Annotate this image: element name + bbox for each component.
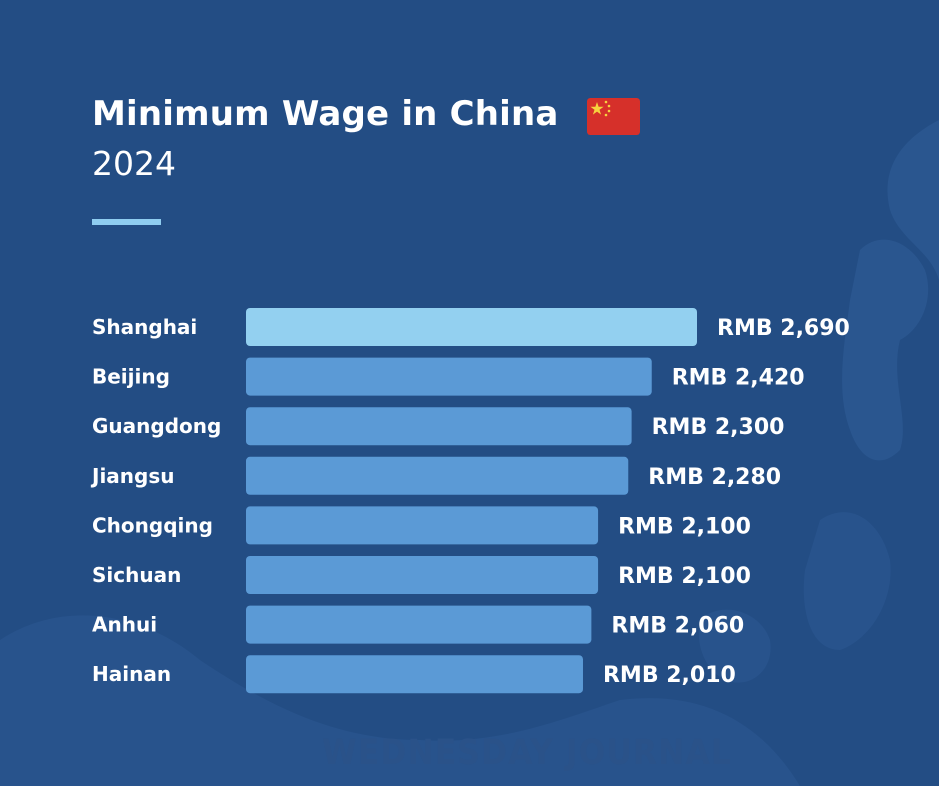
chart-subtitle: 2024 xyxy=(92,144,176,183)
china-flag-icon xyxy=(587,98,640,135)
value-label: RMB 2,100 xyxy=(618,564,751,589)
bar-jiangsu xyxy=(246,456,629,495)
chart-title: Minimum Wage in China xyxy=(92,94,559,134)
category-label: Shanghai xyxy=(92,315,197,339)
watermark-logo: WEDNESDAY JOURNAL xyxy=(322,733,732,773)
value-label: RMB 2,300 xyxy=(652,415,785,440)
bar-anhui xyxy=(246,605,592,644)
value-label: RMB 2,690 xyxy=(717,316,850,341)
category-label: Sichuan xyxy=(92,563,181,587)
value-label: RMB 2,420 xyxy=(672,366,805,391)
bar-sichuan xyxy=(246,556,599,594)
category-label: Beijing xyxy=(92,365,170,389)
bar-beijing xyxy=(246,357,652,396)
value-label: RMB 2,060 xyxy=(611,614,744,639)
bar-guangdong xyxy=(246,407,632,446)
value-label: RMB 2,010 xyxy=(603,663,736,688)
category-label: Jiangsu xyxy=(90,464,175,488)
title-accent-line xyxy=(92,219,161,225)
category-label: Chongqing xyxy=(92,513,213,537)
bar-chongqing xyxy=(246,506,599,545)
bar-hainan xyxy=(246,655,583,694)
value-label: RMB 2,100 xyxy=(618,514,751,539)
category-label: Guangdong xyxy=(92,414,221,438)
value-label: RMB 2,280 xyxy=(648,465,781,490)
category-label: Hainan xyxy=(92,662,171,686)
bar-shanghai xyxy=(246,308,697,346)
category-label: Anhui xyxy=(92,613,157,637)
